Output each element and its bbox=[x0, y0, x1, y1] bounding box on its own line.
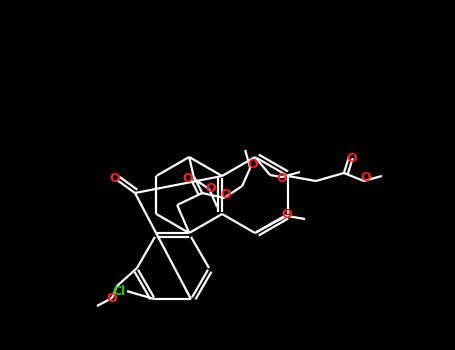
Text: O: O bbox=[277, 173, 287, 186]
Text: O: O bbox=[248, 159, 258, 172]
Text: O: O bbox=[347, 153, 357, 166]
Text: O: O bbox=[221, 189, 232, 202]
Text: O: O bbox=[106, 292, 117, 304]
Text: O: O bbox=[183, 173, 193, 186]
Text: Cl: Cl bbox=[112, 285, 126, 298]
Text: O: O bbox=[206, 182, 217, 196]
Text: O: O bbox=[361, 172, 371, 184]
Text: O: O bbox=[282, 208, 292, 220]
Text: O: O bbox=[110, 173, 120, 186]
